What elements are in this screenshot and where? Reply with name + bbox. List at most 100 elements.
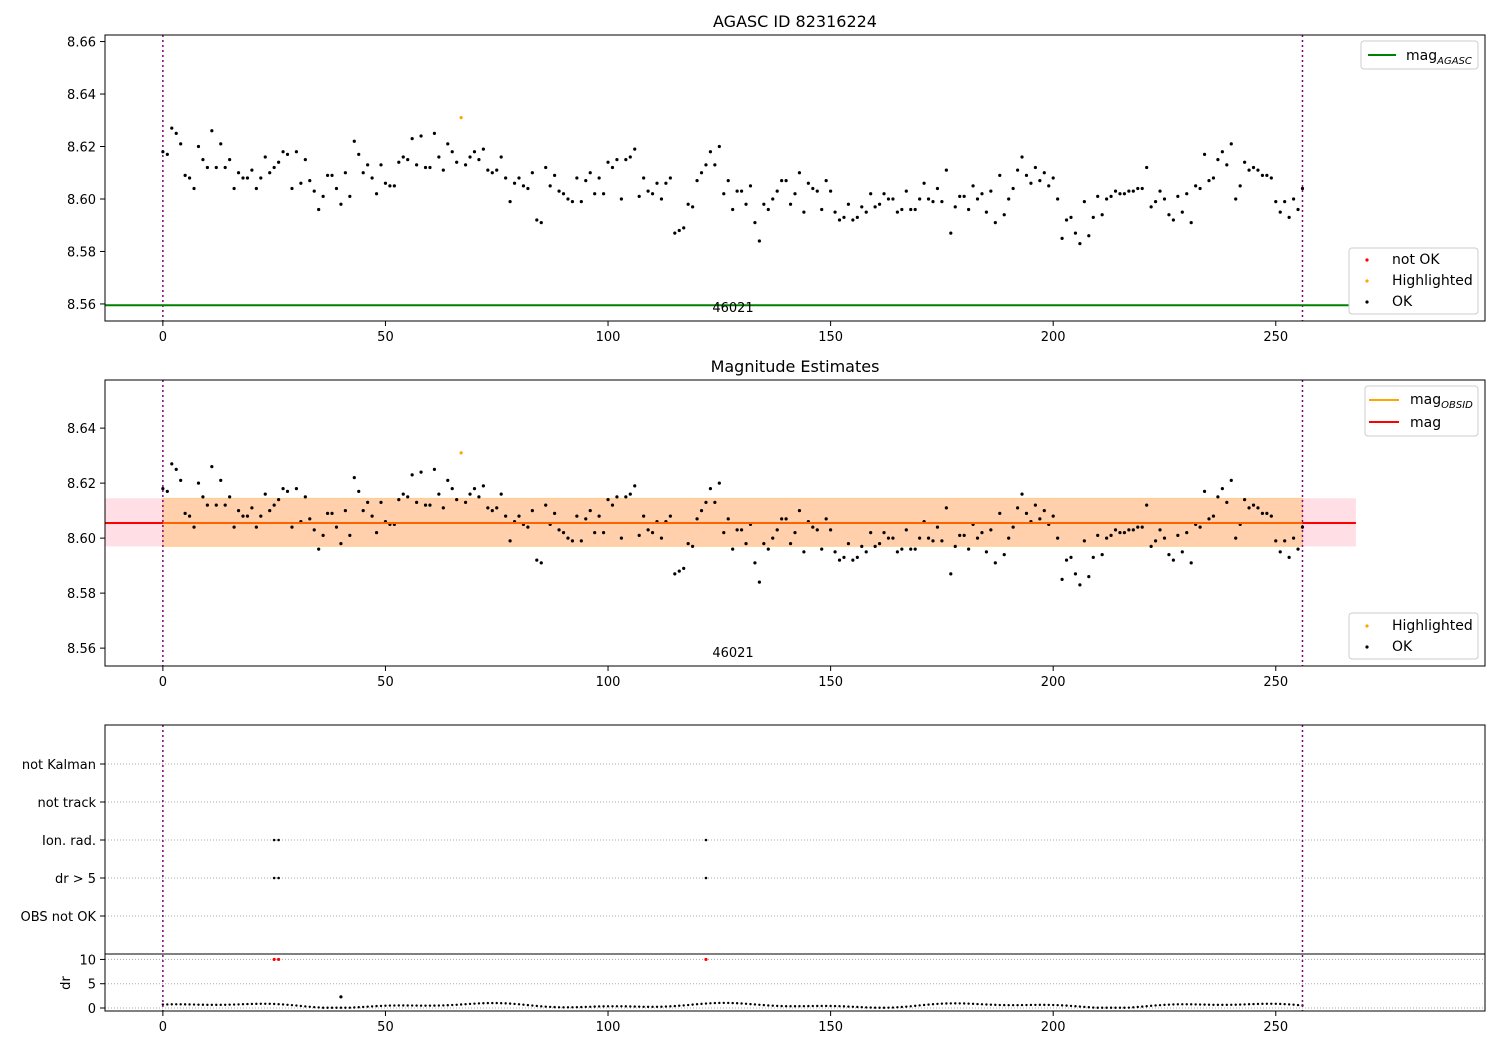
ok-point — [339, 202, 343, 206]
dr-point — [295, 1004, 298, 1007]
dr-point — [1225, 1003, 1229, 1007]
dr-point — [210, 1003, 214, 1007]
dr-point — [709, 1002, 712, 1005]
ok-point — [419, 470, 423, 474]
dr-point — [896, 1006, 899, 1009]
ok-point — [606, 160, 610, 164]
ok-point — [446, 142, 450, 146]
dr-point — [375, 1004, 378, 1008]
ok-point — [1211, 176, 1216, 180]
ok-point — [762, 202, 766, 206]
dr-point — [166, 1003, 169, 1006]
ok-point — [490, 509, 494, 513]
ok-point — [187, 514, 192, 518]
ok-point — [882, 192, 886, 196]
ok-point — [1287, 555, 1291, 559]
ok-point — [1029, 181, 1033, 185]
ok-point — [192, 186, 196, 191]
ok-point — [886, 536, 891, 540]
mid-y-tick-label: 8.60 — [67, 532, 96, 547]
ok-point — [1225, 500, 1229, 504]
ok-point — [722, 192, 726, 196]
ok-point — [940, 539, 944, 543]
dr-point — [1145, 1005, 1148, 1008]
ok-point — [437, 155, 441, 159]
dr-point — [397, 1004, 401, 1007]
ok-point — [1189, 221, 1193, 225]
legend-mid-highlighted-marker — [1365, 624, 1369, 628]
ok-point — [397, 160, 401, 164]
dr-point — [1056, 1003, 1059, 1007]
ok-point — [214, 165, 218, 170]
dr-point — [1003, 1003, 1006, 1007]
dr-point — [611, 1005, 614, 1008]
ok-point — [263, 155, 267, 159]
ok-point — [1118, 192, 1122, 196]
dr-point — [798, 1005, 801, 1008]
ok-point — [334, 186, 339, 191]
ok-point — [655, 181, 659, 185]
dr-point — [1216, 1003, 1220, 1007]
ok-point — [486, 168, 490, 172]
ok-point — [455, 498, 459, 502]
flag-category-label: not Kalman — [22, 758, 96, 773]
ok-point — [579, 200, 583, 204]
ok-point — [1064, 218, 1069, 222]
ok-point — [428, 503, 432, 507]
ok-point — [406, 158, 410, 162]
dr-point — [1141, 1005, 1144, 1008]
ok-point — [704, 163, 708, 167]
dr-point — [455, 1003, 458, 1006]
ok-point — [196, 481, 201, 485]
ok-point — [1145, 165, 1149, 170]
dr-point — [370, 1005, 374, 1008]
dr-point — [802, 1004, 806, 1008]
dr-point — [1065, 1004, 1068, 1007]
dr-point — [446, 1004, 449, 1007]
bottom-x-tick-label: 150 — [818, 1020, 843, 1035]
ok-point — [423, 165, 428, 170]
top-x-tick-label: 0 — [159, 330, 167, 345]
ok-point — [815, 189, 819, 193]
ok-point — [1296, 547, 1300, 551]
dr-point — [753, 1003, 757, 1006]
dr-point — [419, 1004, 423, 1007]
ok-point — [174, 467, 178, 471]
dr-point — [215, 1003, 218, 1007]
ok-point — [410, 137, 414, 141]
ok-point — [1167, 553, 1171, 557]
ok-point — [481, 484, 485, 488]
ok-point — [1038, 179, 1042, 183]
dr-point — [624, 1005, 628, 1008]
dr-point — [651, 1005, 654, 1009]
ok-point — [508, 200, 512, 204]
ok-point — [1220, 487, 1224, 491]
dr-point — [259, 1002, 263, 1005]
dr-point — [402, 1004, 405, 1007]
dr-point — [865, 1006, 868, 1009]
ok-point — [575, 176, 579, 180]
ok-point — [1153, 200, 1158, 204]
dr-outlier-point — [277, 957, 281, 962]
dr-point — [882, 1006, 886, 1009]
ok-point — [1087, 234, 1091, 238]
top-y-tick-label: 8.60 — [67, 193, 96, 208]
ok-point — [1078, 583, 1082, 587]
ok-point — [1118, 531, 1122, 535]
dr-point — [869, 1006, 872, 1009]
dr-point — [633, 1005, 636, 1008]
flag-point — [704, 876, 708, 880]
ok-point — [357, 152, 361, 156]
dr-point — [642, 1005, 645, 1008]
ok-point — [793, 192, 797, 196]
dr-point — [771, 1004, 774, 1007]
ok-point — [303, 158, 307, 162]
ok-point — [1278, 550, 1282, 554]
ok-point — [308, 517, 312, 521]
dr-point — [357, 1006, 360, 1009]
flag-category-label: OBS not OK — [21, 910, 97, 925]
ok-point — [864, 210, 868, 214]
mid-x-tick-label: 250 — [1263, 675, 1288, 690]
ok-point — [909, 207, 913, 212]
ok-point — [1158, 528, 1162, 532]
